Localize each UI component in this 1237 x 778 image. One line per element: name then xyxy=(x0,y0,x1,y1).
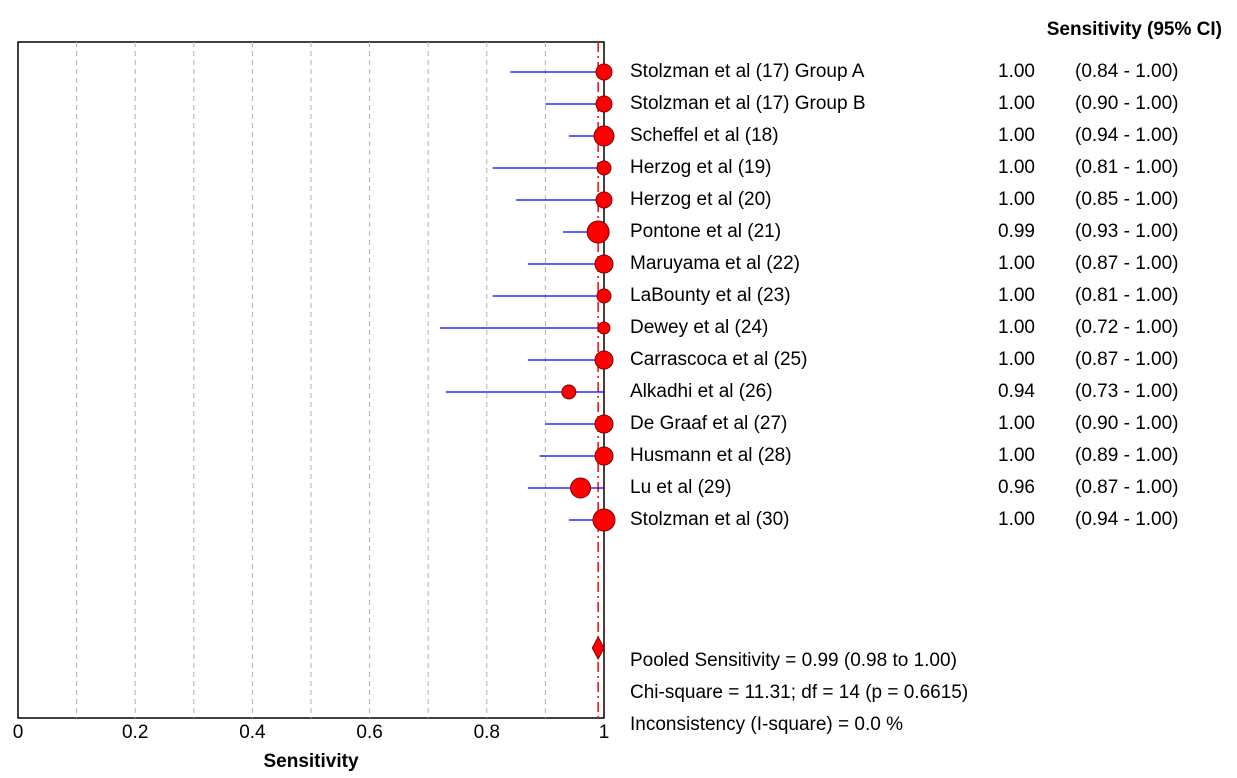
x-tick-label: 0 xyxy=(13,722,24,743)
study-ci: (0.81 - 1.00) xyxy=(1075,157,1179,178)
study-marker xyxy=(595,95,613,113)
study-marker xyxy=(594,254,614,274)
study-marker xyxy=(595,191,613,209)
study-value: 1.00 xyxy=(998,61,1035,82)
study-value: 0.96 xyxy=(998,477,1035,498)
study-value: 1.00 xyxy=(998,93,1035,114)
study-ci: (0.90 - 1.00) xyxy=(1075,413,1179,434)
study-name: Stolzman et al (17) Group B xyxy=(630,93,866,114)
study-marker xyxy=(570,477,592,499)
study-ci: (0.87 - 1.00) xyxy=(1075,477,1179,498)
study-name: Herzog et al (19) xyxy=(630,157,772,178)
study-ci: (0.94 - 1.00) xyxy=(1075,509,1179,530)
study-marker xyxy=(596,160,612,176)
x-tick-label: 0.8 xyxy=(474,722,500,743)
study-marker xyxy=(597,321,611,335)
study-ci: (0.94 - 1.00) xyxy=(1075,125,1179,146)
study-name: Carrascoca et al (25) xyxy=(630,349,807,370)
study-value: 0.99 xyxy=(998,221,1035,242)
study-value: 1.00 xyxy=(998,509,1035,530)
study-ci: (0.81 - 1.00) xyxy=(1075,285,1179,306)
study-marker xyxy=(592,508,616,532)
study-name: LaBounty et al (23) xyxy=(630,285,791,306)
pooled-text: Inconsistency (I-square) = 0.0 % xyxy=(630,714,903,735)
pooled-text: Chi-square = 11.31; df = 14 (p = 0.6615) xyxy=(630,682,968,703)
study-value: 1.00 xyxy=(998,285,1035,306)
study-value: 1.00 xyxy=(998,157,1035,178)
study-name: Lu et al (29) xyxy=(630,477,731,498)
study-marker xyxy=(595,63,613,81)
study-value: 1.00 xyxy=(998,413,1035,434)
study-ci: (0.87 - 1.00) xyxy=(1075,349,1179,370)
study-name: Stolzman et al (17) Group A xyxy=(630,61,865,82)
study-name: Husmann et al (28) xyxy=(630,445,792,466)
study-ci: (0.85 - 1.00) xyxy=(1075,189,1179,210)
study-name: Scheffel et al (18) xyxy=(630,125,779,146)
study-name: Herzog et al (20) xyxy=(630,189,772,210)
column-header: Sensitivity (95% CI) xyxy=(1047,19,1222,40)
study-ci: (0.93 - 1.00) xyxy=(1075,221,1179,242)
study-name: De Graaf et al (27) xyxy=(630,413,787,434)
study-ci: (0.73 - 1.00) xyxy=(1075,381,1179,402)
study-value: 1.00 xyxy=(998,445,1035,466)
x-tick-label: 1 xyxy=(599,722,610,743)
study-value: 1.00 xyxy=(998,253,1035,274)
study-marker xyxy=(594,414,614,434)
x-axis-label: Sensitivity xyxy=(263,751,358,772)
study-marker xyxy=(586,220,610,244)
x-tick-label: 0.6 xyxy=(356,722,382,743)
pooled-diamond xyxy=(591,635,605,661)
study-name: Dewey et al (24) xyxy=(630,317,768,338)
study-value: 1.00 xyxy=(998,317,1035,338)
x-tick-label: 0.2 xyxy=(122,722,148,743)
study-ci: (0.84 - 1.00) xyxy=(1075,61,1179,82)
study-ci: (0.90 - 1.00) xyxy=(1075,93,1179,114)
study-ci: (0.89 - 1.00) xyxy=(1075,445,1179,466)
study-ci: (0.72 - 1.00) xyxy=(1075,317,1179,338)
study-name: Maruyama et al (22) xyxy=(630,253,800,274)
study-value: 1.00 xyxy=(998,189,1035,210)
study-marker xyxy=(596,288,612,304)
study-value: 1.00 xyxy=(998,349,1035,370)
study-value: 1.00 xyxy=(998,125,1035,146)
study-value: 0.94 xyxy=(998,381,1035,402)
pooled-text: Pooled Sensitivity = 0.99 (0.98 to 1.00) xyxy=(630,650,957,671)
x-tick-label: 0.4 xyxy=(239,722,266,743)
study-marker xyxy=(594,350,614,370)
study-name: Alkadhi et al (26) xyxy=(630,381,773,402)
study-name: Stolzman et al (30) xyxy=(630,509,789,530)
study-name: Pontone et al (21) xyxy=(630,221,781,242)
study-marker xyxy=(561,384,577,400)
study-marker xyxy=(593,125,615,147)
study-marker xyxy=(594,446,614,466)
study-ci: (0.87 - 1.00) xyxy=(1075,253,1179,274)
